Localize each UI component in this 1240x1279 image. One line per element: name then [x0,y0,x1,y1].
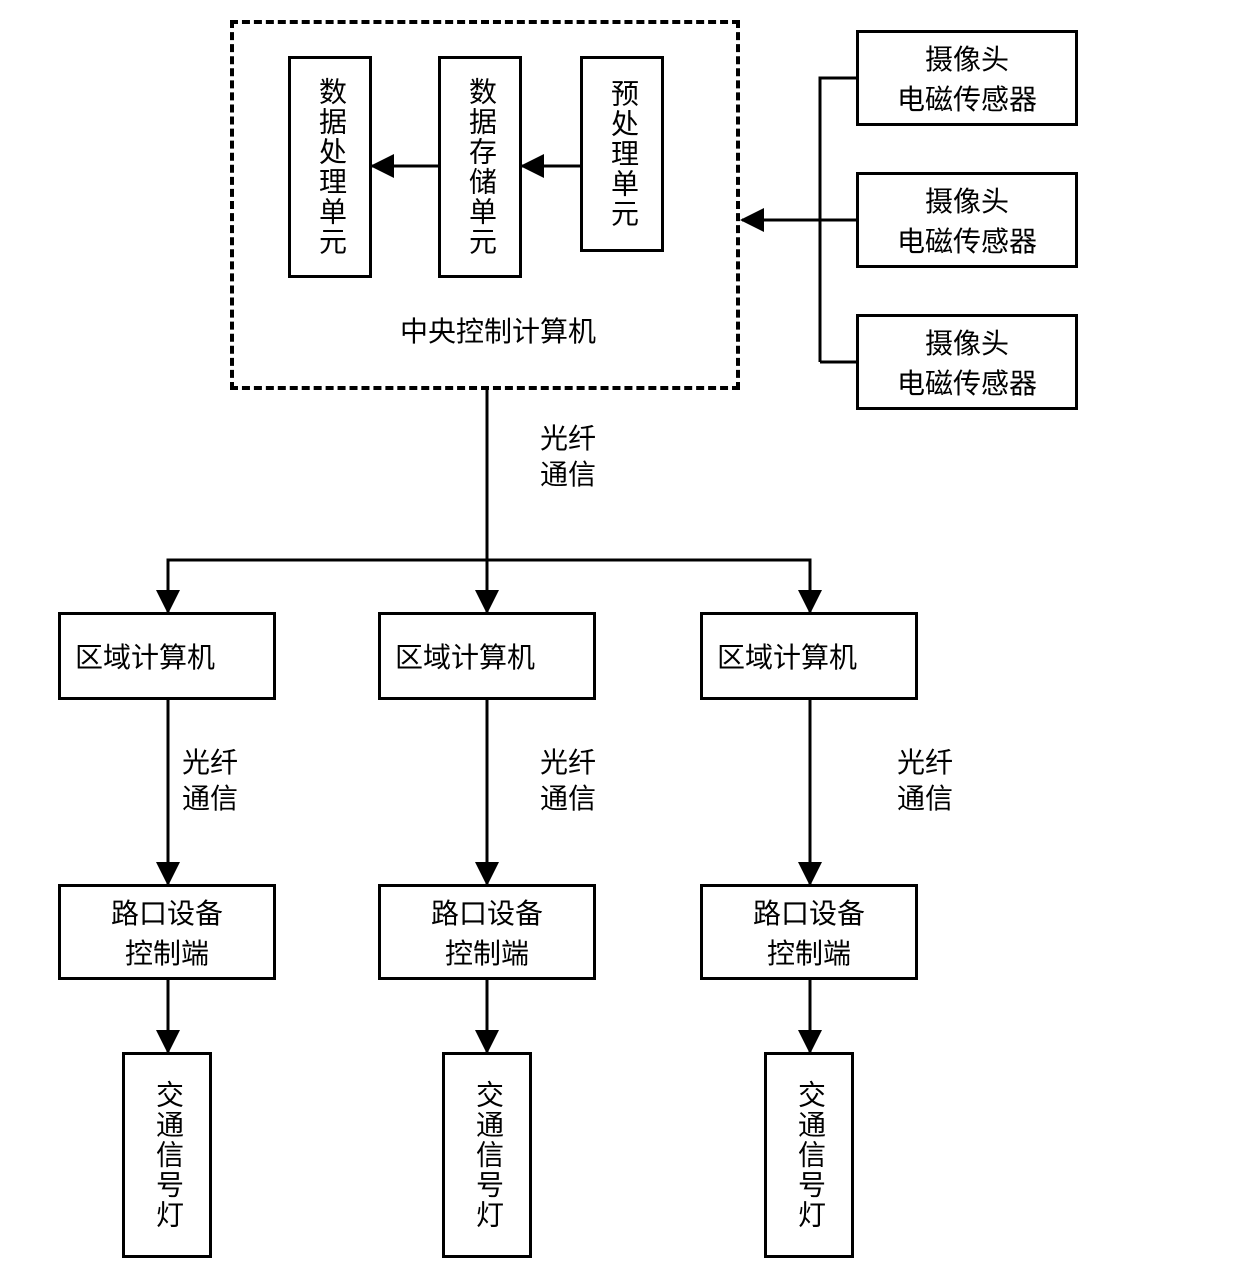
node-region-2-label: 区域计算机 [395,636,535,676]
link-fiber-b1: 光纤 通信 [182,746,238,819]
sensor-1-line1: 摄像头 [897,38,1037,78]
control-3-line1: 路口设备 [753,892,865,932]
node-region-3: 区域计算机 [700,612,918,700]
control-1-line1: 路口设备 [111,892,223,932]
node-data-storage-label: 数据存储单元 [460,77,500,257]
node-region-3-label: 区域计算机 [717,636,857,676]
node-control-2: 路口设备 控制端 [378,884,596,980]
link-fiber-b2-l1: 光纤 [540,746,596,782]
node-signal-3: 交通信号灯 [764,1052,854,1258]
node-preprocessing: 预处理单元 [580,56,664,252]
node-data-processing: 数据处理单元 [288,56,372,278]
node-data-processing-label: 数据处理单元 [310,77,350,257]
sensor-1-line2: 电磁传感器 [897,78,1037,118]
node-sensor-2: 摄像头 电磁传感器 [856,172,1078,268]
node-signal-2-label: 交通信号灯 [467,1080,507,1230]
node-signal-2: 交通信号灯 [442,1052,532,1258]
node-control-3: 路口设备 控制端 [700,884,918,980]
sensor-3-line1: 摄像头 [897,322,1037,362]
link-fiber-b3-l2: 通信 [897,782,953,818]
node-sensor-3: 摄像头 电磁传感器 [856,314,1078,410]
node-sensor-1: 摄像头 电磁传感器 [856,30,1078,126]
node-control-1: 路口设备 控制端 [58,884,276,980]
sensor-3-line2: 电磁传感器 [897,362,1037,402]
link-fiber-b2: 光纤 通信 [540,746,596,819]
link-fiber-b3: 光纤 通信 [897,746,953,819]
node-data-storage: 数据存储单元 [438,56,522,278]
link-fiber-top: 光纤 通信 [540,422,596,495]
control-1-line2: 控制端 [111,932,223,972]
link-fiber-top-l1: 光纤 [540,422,596,458]
node-signal-1: 交通信号灯 [122,1052,212,1258]
control-3-line2: 控制端 [753,932,865,972]
node-region-1-label: 区域计算机 [75,636,215,676]
link--b1-l2: 通信 [182,782,238,818]
link-fiber-top-l2: 通信 [540,458,596,494]
node-region-2: 区域计算机 [378,612,596,700]
node-preprocessing-label: 预处理单元 [602,79,642,229]
central-computer-label: 中央控制计算机 [400,310,596,350]
control-2-line1: 路口设备 [431,892,543,932]
link-fiber-b2-l2: 通信 [540,782,596,818]
node-signal-3-label: 交通信号灯 [789,1080,829,1230]
link-fiber-b1-l1: 光纤 [182,746,238,782]
node-region-1: 区域计算机 [58,612,276,700]
sensor-2-line2: 电磁传感器 [897,220,1037,260]
link-fiber-b3-l1: 光纤 [897,746,953,782]
control-2-line2: 控制端 [431,932,543,972]
sensor-2-line1: 摄像头 [897,180,1037,220]
node-signal-1-label: 交通信号灯 [147,1080,187,1230]
